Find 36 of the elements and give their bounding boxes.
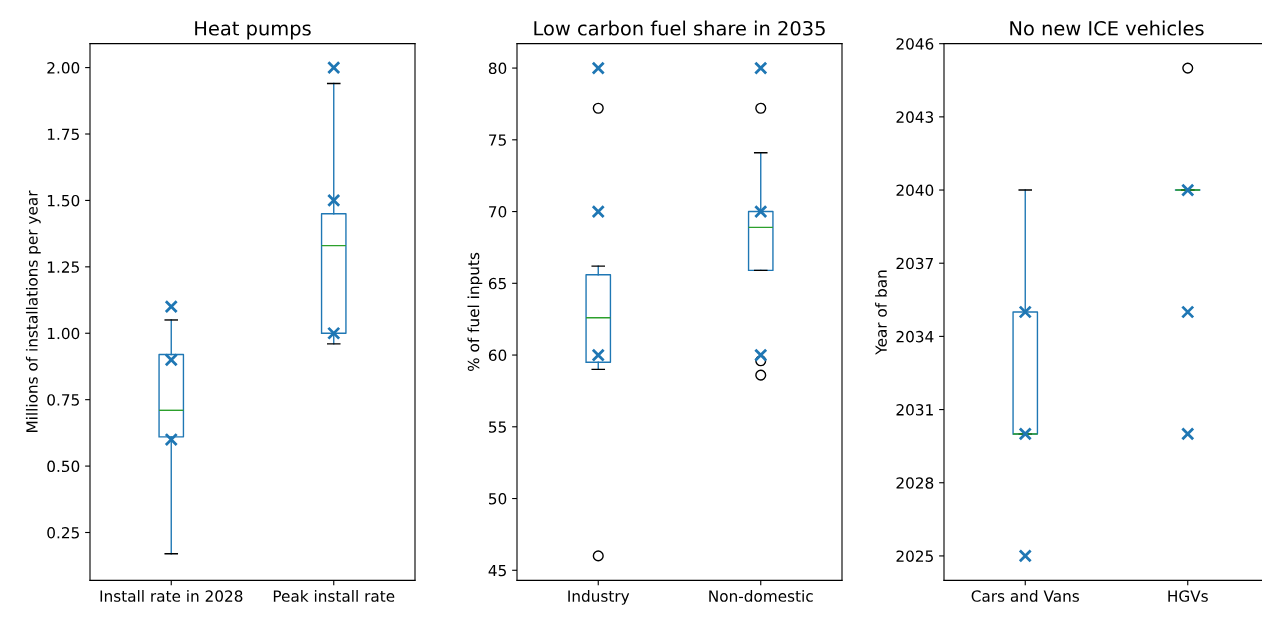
y-tick-label: 2043 xyxy=(896,111,934,123)
x-tick-label: Cars and Vans xyxy=(971,590,1079,602)
y-tick-label: 65 xyxy=(488,277,506,290)
y-tick-label: 1.00 xyxy=(47,327,80,340)
y-axis-title: % of fuel inputs xyxy=(467,252,483,372)
y-tick-label: 45 xyxy=(488,564,506,577)
x-tick-label: HGVs xyxy=(1168,590,1208,602)
y-tick-label: 2028 xyxy=(896,477,934,489)
y-tick-label: 2025 xyxy=(896,550,933,562)
y-axis-title: Millions of installations per year xyxy=(25,190,41,433)
y-tick-label: 2031 xyxy=(896,404,933,416)
x-tick-label: Non-domestic xyxy=(709,590,813,602)
y-tick-label: 1.75 xyxy=(47,128,79,141)
y-tick-label: 1.50 xyxy=(47,194,80,207)
y-tick-label: 75 xyxy=(489,134,506,146)
x-tick-label: Install rate in 2028 xyxy=(100,590,243,602)
y-tick-label: 50 xyxy=(489,493,507,505)
y-tick-label: 2.00 xyxy=(47,62,80,74)
y-tick-label: 60 xyxy=(488,349,507,362)
chart-title: No new ICE vehicles xyxy=(1010,20,1204,36)
y-tick-label: 0.75 xyxy=(47,394,79,406)
y-tick-label: 2040 xyxy=(896,184,934,197)
y-tick-label: 55 xyxy=(489,421,506,433)
y-tick-label: 70 xyxy=(489,206,507,218)
y-tick-label: 1.25 xyxy=(47,261,79,273)
y-tick-label: 2034 xyxy=(896,330,934,343)
y-tick-label: 80 xyxy=(488,62,507,75)
y-axis-title: Year of ban xyxy=(875,270,887,355)
y-tick-label: 2046 xyxy=(896,38,934,50)
y-tick-label: 0.50 xyxy=(47,460,80,473)
y-tick-label: 0.25 xyxy=(47,526,79,539)
x-tick-label: Industry xyxy=(568,590,630,605)
y-tick-label: 2037 xyxy=(896,257,933,270)
chart-title: Heat pumps xyxy=(195,21,311,40)
x-tick-label: Peak install rate xyxy=(273,590,395,602)
chart-title: Low carbon fuel share in 2035 xyxy=(534,20,825,36)
